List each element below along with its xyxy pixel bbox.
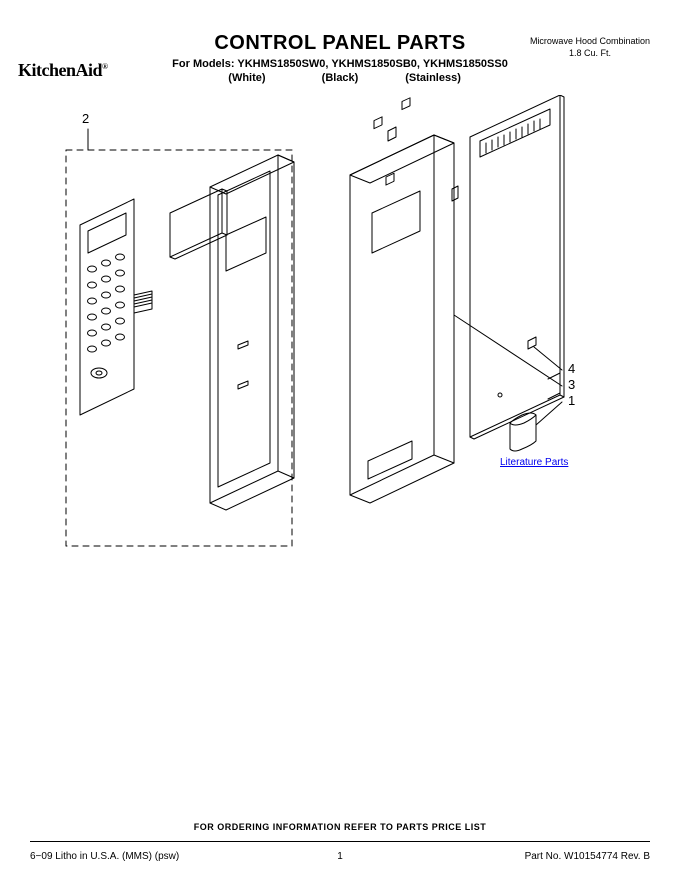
product-description: Microwave Hood Combination 1.8 Cu. Ft. [530, 36, 650, 59]
footer-order-info: FOR ORDERING INFORMATION REFER TO PARTS … [0, 822, 680, 832]
callout-4: 4 [568, 361, 575, 376]
color-white: (White) [202, 72, 292, 84]
keypad-membrane [80, 199, 152, 415]
registered-mark: ® [102, 62, 107, 71]
brand-name: KitchenAid [18, 60, 102, 80]
button-cap [510, 413, 536, 451]
color-black: (Black) [295, 72, 385, 84]
diagram-svg [0, 95, 680, 795]
callout-3: 3 [568, 377, 575, 392]
color-stainless: (Stainless) [388, 72, 478, 84]
callout-1: 1 [568, 393, 575, 408]
circuit-board [470, 95, 564, 439]
footer-part-number: Part No. W10154774 Rev. B [525, 851, 650, 862]
product-desc-line2: 1.8 Cu. Ft. [530, 48, 650, 60]
models-list: YKHMS1850SW0, YKHMS1850SB0, YKHMS1850SS0 [237, 58, 507, 70]
callout-2: 2 [82, 111, 89, 126]
brand-logo: KitchenAid® [18, 60, 108, 81]
control-panel-bezel [210, 155, 294, 510]
product-desc-line1: Microwave Hood Combination [530, 36, 650, 48]
exploded-diagram: 2 4 3 1 Literature Parts [0, 95, 680, 795]
footer-divider [30, 841, 650, 842]
models-prefix: For Models: [172, 58, 234, 70]
literature-parts-link[interactable]: Literature Parts [500, 457, 568, 468]
control-panel-housing [350, 98, 458, 503]
